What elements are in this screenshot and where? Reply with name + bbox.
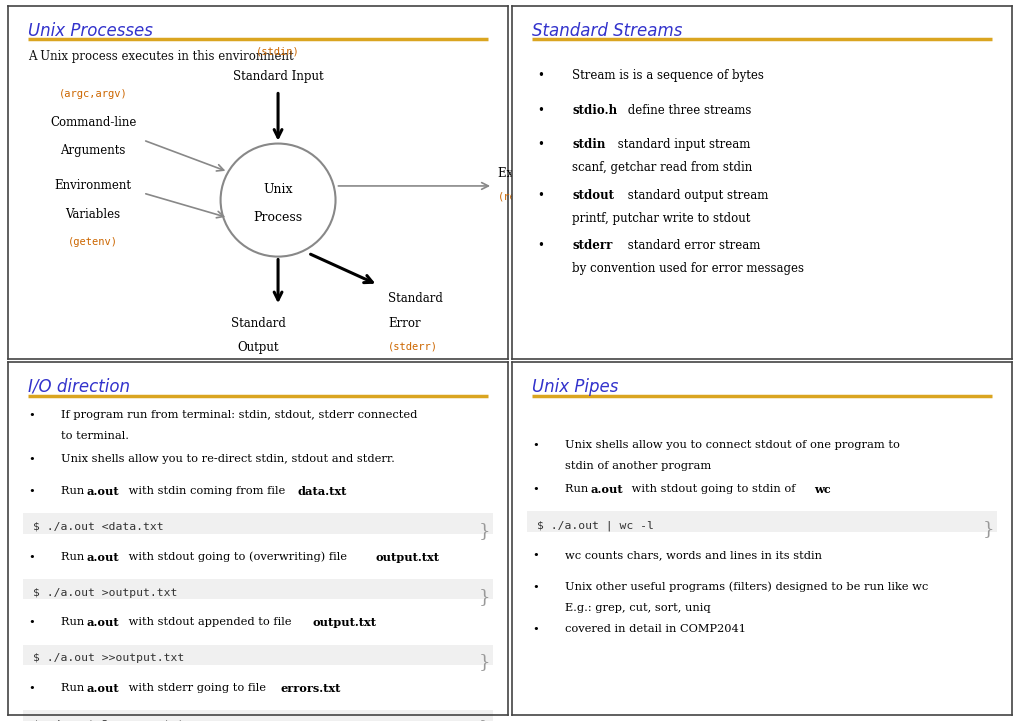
Text: •: • [29,454,35,464]
Text: Process: Process [254,211,303,224]
Text: •: • [29,683,35,693]
Text: with stdout going to (overwriting) file: with stdout going to (overwriting) file [124,552,350,562]
Text: a.out: a.out [589,485,622,495]
Text: wc counts chars, words and lines in its stdin: wc counts chars, words and lines in its … [564,550,820,560]
Text: •: • [537,104,543,117]
Text: Run: Run [60,617,88,627]
Text: Output: Output [237,342,278,355]
Text: Exit status: Exit status [497,167,560,180]
Text: Run: Run [60,683,88,693]
Text: Run: Run [60,552,88,562]
Text: }: } [479,522,490,540]
Text: $ ./a.out <data.txt: $ ./a.out <data.txt [33,522,164,532]
Text: •: • [532,550,538,560]
Text: Unix Processes: Unix Processes [29,22,153,40]
Text: •: • [532,440,538,450]
Text: output.txt: output.txt [375,552,438,562]
Text: Error: Error [387,317,420,329]
Text: by convention used for error messages: by convention used for error messages [572,262,803,275]
Text: (stdin): (stdin) [256,47,300,57]
Text: •: • [532,485,538,494]
Text: •: • [29,410,35,420]
Text: •: • [537,239,543,252]
Text: (getenv): (getenv) [68,237,118,247]
Text: Run: Run [60,486,88,496]
Text: stdout: stdout [572,189,613,202]
Text: Standard Streams: Standard Streams [532,22,682,40]
Text: output.txt: output.txt [312,617,376,629]
Text: covered in detail in COMP2041: covered in detail in COMP2041 [564,624,745,634]
Text: I/O direction: I/O direction [29,378,130,396]
Text: Arguments: Arguments [60,144,125,157]
Text: stderr: stderr [572,239,611,252]
Text: scanf, getchar read from stdin: scanf, getchar read from stdin [572,162,752,174]
Text: A Unix process executes in this environment: A Unix process executes in this environm… [29,50,293,63]
Text: (stdout): (stdout) [232,366,283,376]
Text: a.out: a.out [86,683,118,694]
Text: with stderr going to file: with stderr going to file [124,683,269,693]
Text: with stdin coming from file: with stdin coming from file [124,486,288,496]
Text: Standard Input: Standard Input [232,71,323,84]
Text: •: • [537,189,543,202]
Text: •: • [29,617,35,627]
Text: }: } [479,588,490,606]
Text: data.txt: data.txt [297,486,346,497]
Text: (return,exit): (return,exit) [497,192,579,202]
Text: $ ./a.out >>output.txt: $ ./a.out >>output.txt [33,653,184,663]
Text: stdin of another program: stdin of another program [564,461,710,471]
Text: Unix shells allow you to re-direct stdin, stdout and stderr.: Unix shells allow you to re-direct stdin… [60,454,394,464]
Text: •: • [29,486,35,496]
Text: wc: wc [813,485,830,495]
Text: Variables: Variables [65,208,120,221]
Text: standard error stream: standard error stream [624,239,760,252]
Text: •: • [537,138,543,151]
Text: with stdout going to stdin of: with stdout going to stdin of [628,485,799,494]
Text: Unix: Unix [263,183,292,196]
Text: stdio.h: stdio.h [572,104,616,117]
Text: with stdout appended to file: with stdout appended to file [124,617,294,627]
Text: Unix shells allow you to connect stdout of one program to: Unix shells allow you to connect stdout … [564,440,899,450]
Text: printf, putchar write to stdout: printf, putchar write to stdout [572,212,750,225]
Text: Unix Pipes: Unix Pipes [532,378,618,396]
Text: Unix other useful programs (filters) designed to be run like wc: Unix other useful programs (filters) des… [564,582,927,592]
Text: standard output stream: standard output stream [624,189,768,202]
Text: •: • [532,582,538,592]
Text: Stream is is a sequence of bytes: Stream is is a sequence of bytes [572,69,763,82]
Text: Environment: Environment [55,180,131,193]
Text: Standard: Standard [387,292,442,305]
Bar [23,645,492,665]
Text: a.out: a.out [86,552,118,562]
Text: a.out: a.out [86,617,118,629]
Bar [23,579,492,599]
Text: Command-line: Command-line [50,116,137,129]
Text: errors.txt: errors.txt [280,683,340,694]
Text: }: } [982,521,994,538]
Text: stdin: stdin [572,138,605,151]
Text: $ ./a.out >output.txt: $ ./a.out >output.txt [33,588,177,598]
Text: •: • [532,624,538,634]
Text: }: } [479,719,490,721]
Text: If program run from terminal: stdin, stdout, stderr connected: If program run from terminal: stdin, std… [60,410,417,420]
Bar [23,513,492,534]
Text: define three streams: define three streams [624,104,751,117]
Text: $ ./a.out | wc -l: $ ./a.out | wc -l [537,521,653,531]
Text: $ ./a.out 2>errors.txt: $ ./a.out 2>errors.txt [33,719,184,721]
Text: to terminal.: to terminal. [60,431,128,441]
Bar [527,511,996,532]
Bar [23,710,492,721]
Text: •: • [537,69,543,82]
Text: standard input stream: standard input stream [613,138,750,151]
Text: (argc,argv): (argc,argv) [59,89,127,99]
Text: •: • [29,552,35,562]
Text: Standard: Standard [230,317,285,329]
Text: }: } [479,653,490,671]
Text: E.g.: grep, cut, sort, uniq: E.g.: grep, cut, sort, uniq [564,603,709,613]
Text: a.out: a.out [86,486,118,497]
Text: Run: Run [564,485,591,494]
Text: (stderr): (stderr) [387,342,437,351]
